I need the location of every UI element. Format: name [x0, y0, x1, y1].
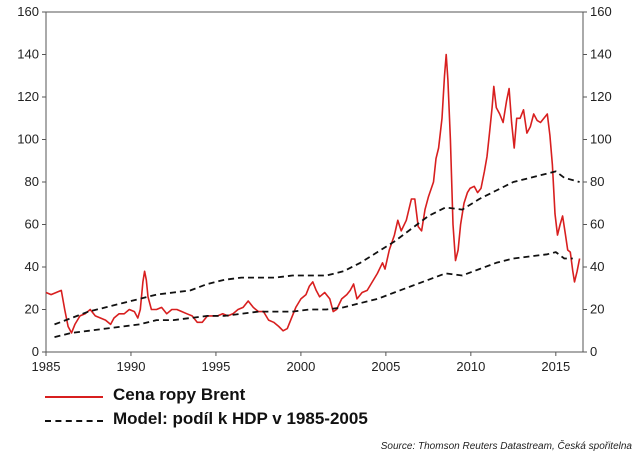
y-tick-label-right-100: 100	[590, 132, 612, 147]
y-tick-label-left-100: 100	[17, 132, 39, 147]
legend-label-model: Model: podíl k HDP v 1985-2005	[113, 409, 368, 428]
y-tick-label-left-120: 120	[17, 89, 39, 104]
y-tick-label-left-140: 140	[17, 47, 39, 62]
x-tick-label-1995: 1995	[201, 359, 230, 374]
source-note: Source: Thomson Reuters Datastream, Česk…	[380, 441, 632, 452]
x-tick-label-1985: 1985	[32, 359, 61, 374]
y-tick-label-right-160: 160	[590, 4, 612, 19]
y-tick-label-left-20: 20	[25, 302, 39, 317]
y-tick-label-right-20: 20	[590, 302, 604, 317]
y-tick-label-right-40: 40	[590, 259, 604, 274]
y-tick-label-right-120: 120	[590, 89, 612, 104]
legend-swatch-model	[45, 420, 103, 422]
y-tick-label-left-160: 160	[17, 4, 39, 19]
y-tick-label-right-60: 60	[590, 217, 604, 232]
y-tick-label-left-60: 60	[25, 217, 39, 232]
x-tick-label-2005: 2005	[371, 359, 400, 374]
y-tick-label-left-80: 80	[25, 174, 39, 189]
y-tick-label-right-0: 0	[590, 344, 597, 359]
plot-frame	[45, 11, 584, 353]
y-tick-label-right-140: 140	[590, 47, 612, 62]
series-line-model-lower	[54, 251, 573, 338]
y-tick-label-right-80: 80	[590, 174, 604, 189]
x-tick-label-1990: 1990	[117, 359, 146, 374]
series-line-brent	[45, 53, 581, 334]
x-tick-label-2000: 2000	[286, 359, 315, 374]
legend-swatch-brent	[45, 396, 103, 398]
legend-label-brent: Cena ropy Brent	[113, 385, 246, 404]
y-tick-label-left-0: 0	[32, 344, 39, 359]
y-tick-label-left-40: 40	[25, 259, 39, 274]
series-line-model-upper	[54, 170, 580, 326]
series-lines	[45, 53, 581, 338]
axes: 0 0 20 20 40 40 60 60 80 80 100 100 120 120 140 140 160 1…	[17, 4, 611, 374]
x-tick-label-2015: 2015	[541, 359, 570, 374]
x-tick-label-2010: 2010	[456, 359, 485, 374]
